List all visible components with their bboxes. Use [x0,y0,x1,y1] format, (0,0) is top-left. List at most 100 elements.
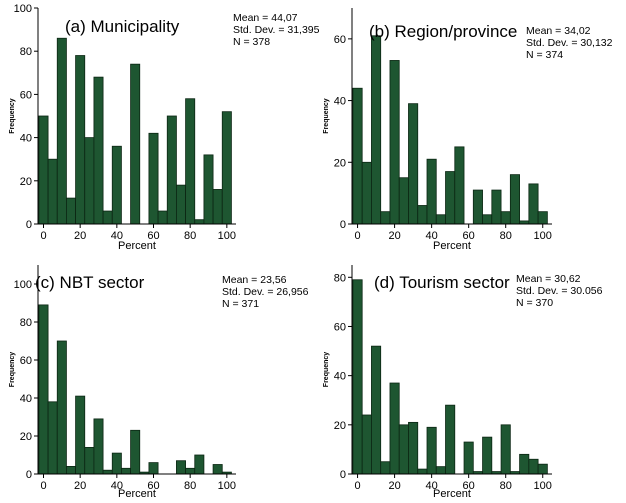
panel-a-bar [56,37,67,225]
panel-b-y-tick-label: 20 [334,157,346,169]
panel-b-bar [361,161,372,225]
panel-a-bar [212,189,223,225]
panel-d-y-tick-label: 80 [334,272,346,284]
panel-c-y-tick-label: 100 [14,279,32,291]
panel-d-y-tick-label: 20 [334,420,346,432]
panel-b-bar [389,60,400,225]
panel-a-bar [194,219,205,225]
panel-b-bar [426,158,437,225]
panel-c-x-tick-label: 0 [40,480,46,492]
panel-c-bar [111,452,122,475]
panel-d-bar [352,279,363,475]
panel-c-bar [75,395,86,475]
panel-b-x-tick-label: 0 [354,230,360,242]
panel-d-y-tick-label: 40 [334,371,346,383]
panel-b-bar [509,174,520,225]
panel-b-bar [491,189,502,225]
panel-b-bar [445,171,456,225]
panel-c-bar [84,446,95,475]
panel-a-bar [130,63,141,225]
panel-b-x-axis-label: Percent [433,240,471,252]
panel-b-x-tick-label: 80 [500,230,512,242]
panel-a-bar [203,154,214,225]
panel-a-bar [93,76,104,225]
panel-d-bar [445,404,456,475]
panel-c-bar [185,467,196,475]
panel-d-bar [500,424,511,475]
panel-a-stat: N = 378 [233,36,270,48]
panel-c-stat: Std. Dev. = 26,956 [222,286,309,298]
panel-d-x-tick-label: 100 [534,480,552,492]
panel-d-bar [408,421,419,475]
panel-b-bar [435,214,446,225]
panel-c-bar [38,304,49,475]
panel-c-bar [66,465,76,475]
panel-d-bar [361,414,372,475]
panel-b-stat: N = 374 [526,49,563,61]
panel-b-x-tick-label: 40 [426,230,438,242]
panel-b-bar [398,177,409,225]
panel-a-x-tick-label: 20 [74,230,86,242]
panel-a-x-tick-label: 60 [147,230,159,242]
panel-c-stat: Mean = 23,56 [222,274,287,286]
panel-d-bar [380,461,391,475]
panel-c-y-tick-label: 60 [20,355,32,367]
panel-b-y-tick-label: 60 [334,34,346,46]
panel-a-stat: Std. Dev. = 31,395 [233,24,320,36]
panel-d-bar [528,458,539,475]
panel-d-stat: Std. Dev. = 30.056 [516,285,603,297]
panel-c-y-tick-label: 0 [26,469,32,481]
panel-c-x-axis-label: Percent [118,488,156,500]
panel-a-bar [185,98,196,225]
panel-b-bar [352,87,363,225]
panel-a-bar [176,184,186,225]
panel-d-bar [519,453,530,475]
panel-d-y-axis-label: Frequency [323,352,330,388]
panel-c-y-tick-label: 40 [20,393,32,405]
panel-a-y-tick-label: 40 [20,133,32,145]
panel-b-bar [537,211,548,225]
panel-c-x-tick-label: 20 [74,480,86,492]
panel-a-y-tick-label: 80 [20,46,32,58]
panel-d-bar [417,468,428,475]
panel-b-stat: Std. Dev. = 30,132 [526,37,613,49]
panel-a-x-tick-label: 0 [40,230,46,242]
panel-c-bar [176,460,186,475]
panel-d-x-tick-label: 0 [354,480,360,492]
panel-c-bar [47,401,58,475]
panel-c-bar [102,469,113,475]
panel-c-x-tick-label: 100 [218,480,236,492]
panel-a-x-tick-label: 80 [184,230,196,242]
panel-b-bar [528,183,539,225]
panel-d-bar [371,345,382,475]
panel-c-bar [130,429,141,475]
panel-c-stat: N = 371 [222,298,259,310]
panel-a-bar [111,145,122,225]
panel-d-y-tick-label: 0 [340,469,346,481]
panel-a-title: (a) Municipality [65,17,180,36]
panel-c-x-tick-label: 80 [184,480,196,492]
panel-d-x-tick-label: 20 [388,480,400,492]
panel-a-bar [102,210,113,225]
panel-b-y-tick-label: 0 [340,219,346,231]
panel-b-bar [500,211,511,225]
panel-d-bar [482,436,493,475]
panel-b-x-tick-label: 100 [534,230,552,242]
panel-b-bar [454,146,465,225]
panel-a-y-tick-label: 60 [20,89,32,101]
panel-c-x-tick-label: 60 [147,480,159,492]
panel-b-bar [482,214,493,225]
panel-c-bar [93,418,104,475]
panel-d-x-axis-label: Percent [433,488,471,500]
panel-a-bar [47,158,58,225]
panel-b-bar [380,211,391,225]
panel-d-bar [398,424,409,475]
panel-d-bar [426,426,437,475]
panel-a-y-axis-label: Frequency [9,98,16,134]
panel-a-x-tick-label: 100 [218,230,236,242]
panel-a-bar [166,115,177,225]
panel-d-x-tick-label: 40 [426,480,438,492]
panel-a-x-axis-label: Percent [118,240,156,252]
panel-a-bar [66,197,76,225]
